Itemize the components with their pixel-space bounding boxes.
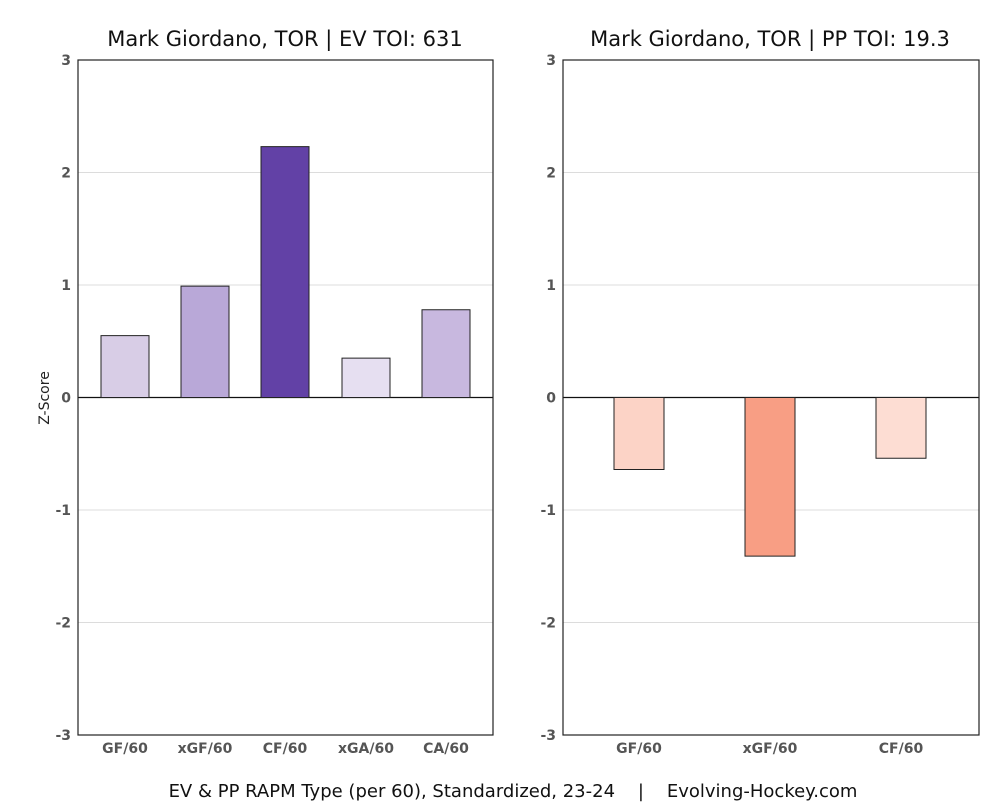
x-tick-label: xGF/60: [178, 741, 233, 757]
ev-bar-xga-per-60: [341, 357, 391, 398]
ev-bar-ca-per-60: [421, 309, 471, 398]
ev-bar-gf-per-60: [100, 335, 150, 398]
y-tick-label: 0: [61, 391, 71, 407]
ev-bar-cf-per-60: [260, 146, 310, 398]
plot-frame: [77, 59, 494, 736]
y-tick-label: 2: [61, 166, 71, 182]
y-tick-label: -1: [540, 503, 556, 519]
y-tick-label: 1: [546, 278, 556, 294]
y-tick-label: 3: [546, 53, 556, 69]
plot-frame: [562, 59, 980, 736]
pp-bar-cf-per-60: [875, 397, 927, 459]
y-tick-label: -2: [55, 616, 71, 632]
y-tick-label: -1: [55, 503, 71, 519]
x-tick-label: CF/60: [879, 741, 924, 757]
y-tick-label: -2: [540, 616, 556, 632]
x-tick-label: xGA/60: [338, 741, 394, 757]
x-tick-label: CA/60: [423, 741, 469, 757]
y-tick-label: -3: [540, 728, 556, 744]
y-tick-label: 3: [61, 53, 71, 69]
x-tick-label: xGF/60: [743, 741, 798, 757]
figure-caption: EV & PP RAPM Type (per 60), Standardized…: [169, 781, 858, 802]
y-tick-label: 2: [546, 166, 556, 182]
left-chart-title: Mark Giordano, TOR | EV TOI: 631: [107, 27, 462, 52]
ev-bar-xgf-per-60: [180, 285, 230, 398]
y-tick-label: 0: [546, 391, 556, 407]
right-chart-title: Mark Giordano, TOR | PP TOI: 19.3: [590, 27, 950, 52]
ev-rapm-panel: -3 -2 -1 0 1 2 3 GF/60 xGF/60 CF/60 xGA/60 CA/60: [55, 53, 494, 757]
pp-bar-gf-per-60: [613, 397, 665, 470]
y-tick-label: -3: [55, 728, 71, 744]
x-tick-label: GF/60: [102, 741, 148, 757]
x-tick-label: GF/60: [616, 741, 662, 757]
y-axis-label: Z-Score: [37, 371, 53, 425]
x-tick-label: CF/60: [263, 741, 308, 757]
pp-rapm-panel: -3 -2 -1 0 1 2 3 GF/60 xGF/60 CF/60: [540, 53, 980, 757]
pp-bar-xgf-per-60: [744, 397, 796, 557]
y-tick-label: 1: [61, 278, 71, 294]
